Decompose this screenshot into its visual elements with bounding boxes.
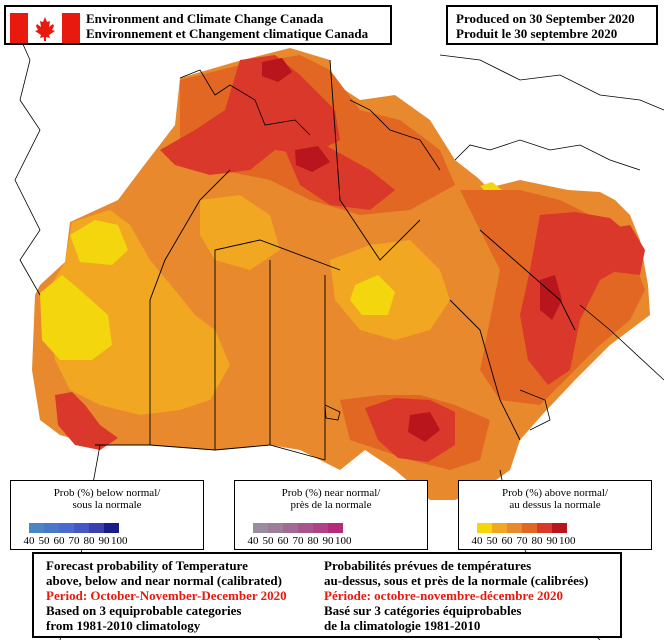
legend-swatch-2 bbox=[283, 523, 298, 533]
legend-swatch-1 bbox=[268, 523, 283, 533]
legend-tick-label: 90 bbox=[98, 535, 110, 547]
legend-swatch-1 bbox=[492, 523, 507, 533]
desc-en-line-1: Forecast probability of Temperature bbox=[46, 558, 248, 573]
legend-swatch-2 bbox=[507, 523, 522, 533]
map-zone-dark-red-quebec bbox=[540, 275, 562, 320]
legend-tick-label: 90 bbox=[322, 535, 334, 547]
desc-en-line-2: above, below and near normal (calibrated… bbox=[46, 573, 282, 588]
desc-fr-period: Période: octobre-novembre-décembre 2020 bbox=[324, 588, 563, 603]
map-zone-yellow-west bbox=[70, 220, 128, 265]
legend-tick-label: 40 bbox=[23, 535, 35, 547]
map-zone-dark-red-arctic bbox=[262, 58, 292, 82]
legend-tick-label: 100 bbox=[335, 535, 352, 547]
legend-swatch-3 bbox=[522, 523, 537, 533]
legend-swatch-4 bbox=[537, 523, 552, 533]
legend-tick-label: 50 bbox=[262, 535, 274, 547]
agency-name-fr: Environnement et Changement climatique C… bbox=[86, 26, 369, 41]
map-zone-red-east-coast bbox=[600, 225, 645, 275]
produced-date-fr: Produit le 30 septembre 2020 bbox=[456, 26, 618, 41]
legend-swatch-0 bbox=[29, 523, 44, 533]
map-zone-yellow-center bbox=[350, 275, 395, 315]
legend-swatch-0 bbox=[253, 523, 268, 533]
legend-tick-label: 60 bbox=[277, 535, 289, 547]
desc-en-line-4: Based on 3 equiprobable categories bbox=[46, 603, 242, 618]
legend-below-normal: Prob (%) below normal/ sous la normale 4… bbox=[10, 480, 204, 550]
production-date-box: Produced on 30 September 2020 Produit le… bbox=[446, 5, 658, 45]
legend-swatch-0 bbox=[477, 523, 492, 533]
forecast-description: Forecast probability of Temperature abov… bbox=[32, 552, 622, 638]
desc-en-period: Period: October-November-December 2020 bbox=[46, 588, 287, 603]
legend-swatch-5 bbox=[328, 523, 343, 533]
legend-tick-label: 90 bbox=[546, 535, 558, 547]
desc-fr-line-4: Basé sur 3 catégories équiprobables bbox=[324, 603, 522, 618]
legend-swatch-3 bbox=[298, 523, 313, 533]
legend-tick-label: 80 bbox=[531, 535, 543, 547]
legend-tick-label: 100 bbox=[111, 535, 128, 547]
map-zone-light-orange-north bbox=[200, 195, 280, 270]
legend-near-swatches bbox=[253, 523, 343, 533]
map-zone-red-bc-coast bbox=[55, 392, 118, 450]
legend-swatch-2 bbox=[59, 523, 74, 533]
legend-near-title-fr: près de la normale bbox=[290, 499, 372, 511]
legend-above-normal: Prob (%) above normal/ au dessus la norm… bbox=[458, 480, 652, 550]
canada-flag-icon bbox=[10, 13, 80, 43]
legend-tick-label: 40 bbox=[247, 535, 259, 547]
legend-tick-label: 80 bbox=[307, 535, 319, 547]
legend-tick-label: 70 bbox=[68, 535, 80, 547]
legend-swatch-5 bbox=[552, 523, 567, 533]
legend-swatch-5 bbox=[104, 523, 119, 533]
map-zone-dark-red-ontario bbox=[408, 412, 440, 442]
legend-tick-label: 100 bbox=[559, 535, 576, 547]
map-zone-yellow-sw bbox=[40, 275, 112, 360]
legend-above-title-en: Prob (%) above normal/ bbox=[502, 487, 608, 499]
map-boundaries bbox=[95, 59, 576, 461]
legend-below-title-fr: sous la normale bbox=[72, 499, 142, 511]
agency-name-en: Environment and Climate Change Canada bbox=[86, 11, 324, 26]
agency-header: Environment and Climate Change Canada En… bbox=[4, 5, 392, 45]
legend-tick-label: 60 bbox=[501, 535, 513, 547]
map-zone-red-east bbox=[520, 212, 635, 385]
legend-near-normal: Prob (%) near normal/ près de la normale… bbox=[234, 480, 428, 550]
desc-fr-line-2: au-dessus, sous et près de la normale (c… bbox=[324, 573, 589, 588]
legend-tick-label: 70 bbox=[516, 535, 528, 547]
legend-swatch-3 bbox=[74, 523, 89, 533]
map-zone-red-arctic bbox=[160, 55, 340, 175]
legend-swatch-4 bbox=[313, 523, 328, 533]
legend-below-swatches bbox=[29, 523, 119, 533]
legend-tick-label: 80 bbox=[83, 535, 95, 547]
legend-swatch-4 bbox=[89, 523, 104, 533]
legend-tick-label: 60 bbox=[53, 535, 65, 547]
desc-fr-line-1: Probabilités prévues de températures bbox=[324, 558, 532, 573]
map-zone-dark-red-arctic-2 bbox=[295, 146, 330, 172]
produced-date-en: Produced on 30 September 2020 bbox=[456, 11, 635, 26]
legend-tick-label: 50 bbox=[38, 535, 50, 547]
legend-above-swatches bbox=[477, 523, 567, 533]
desc-en-line-5: from 1981-2010 climatology bbox=[46, 618, 201, 633]
desc-fr-line-5: de la climatologie 1981-2010 bbox=[324, 618, 481, 633]
legend-swatch-1 bbox=[44, 523, 59, 533]
legend-above-title-fr: au dessus la normale bbox=[509, 499, 601, 511]
legend-near-title-en: Prob (%) near normal/ bbox=[281, 487, 381, 499]
legend-tick-label: 50 bbox=[486, 535, 498, 547]
legend-below-title-en: Prob (%) below normal/ bbox=[53, 487, 161, 499]
legend-tick-label: 40 bbox=[471, 535, 483, 547]
legend-tick-label: 70 bbox=[292, 535, 304, 547]
